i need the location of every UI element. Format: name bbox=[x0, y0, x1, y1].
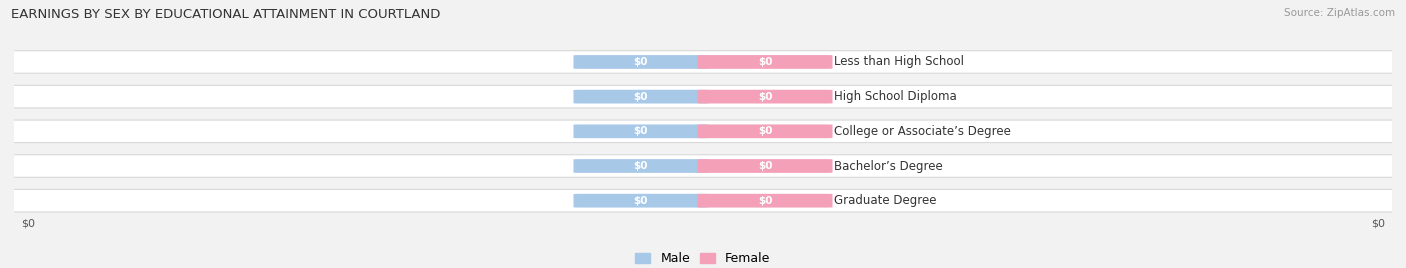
FancyBboxPatch shape bbox=[4, 85, 1402, 108]
FancyBboxPatch shape bbox=[4, 189, 1402, 212]
Text: EARNINGS BY SEX BY EDUCATIONAL ATTAINMENT IN COURTLAND: EARNINGS BY SEX BY EDUCATIONAL ATTAINMEN… bbox=[11, 8, 440, 21]
Text: $0: $0 bbox=[634, 161, 648, 171]
Text: $0: $0 bbox=[634, 92, 648, 102]
FancyBboxPatch shape bbox=[4, 155, 1402, 177]
FancyBboxPatch shape bbox=[697, 90, 832, 103]
FancyBboxPatch shape bbox=[574, 55, 709, 69]
Text: High School Diploma: High School Diploma bbox=[834, 90, 956, 103]
FancyBboxPatch shape bbox=[574, 124, 709, 138]
FancyBboxPatch shape bbox=[574, 90, 709, 103]
Legend: Male, Female: Male, Female bbox=[630, 247, 776, 268]
Text: $0: $0 bbox=[758, 92, 772, 102]
Text: $0: $0 bbox=[758, 126, 772, 136]
FancyBboxPatch shape bbox=[574, 159, 709, 173]
Text: $0: $0 bbox=[758, 161, 772, 171]
Text: $0: $0 bbox=[21, 219, 35, 229]
Text: Bachelor’s Degree: Bachelor’s Degree bbox=[834, 159, 942, 173]
FancyBboxPatch shape bbox=[574, 194, 709, 207]
Text: $0: $0 bbox=[758, 57, 772, 67]
Text: $0: $0 bbox=[634, 196, 648, 206]
Text: $0: $0 bbox=[634, 57, 648, 67]
Text: $0: $0 bbox=[758, 196, 772, 206]
FancyBboxPatch shape bbox=[697, 194, 832, 207]
Text: Source: ZipAtlas.com: Source: ZipAtlas.com bbox=[1284, 8, 1395, 18]
Text: $0: $0 bbox=[1371, 219, 1385, 229]
Text: Less than High School: Less than High School bbox=[834, 55, 965, 68]
FancyBboxPatch shape bbox=[697, 124, 832, 138]
FancyBboxPatch shape bbox=[4, 51, 1402, 73]
FancyBboxPatch shape bbox=[697, 55, 832, 69]
FancyBboxPatch shape bbox=[4, 120, 1402, 143]
Text: College or Associate’s Degree: College or Associate’s Degree bbox=[834, 125, 1011, 138]
FancyBboxPatch shape bbox=[697, 159, 832, 173]
Text: $0: $0 bbox=[634, 126, 648, 136]
Text: Graduate Degree: Graduate Degree bbox=[834, 194, 936, 207]
